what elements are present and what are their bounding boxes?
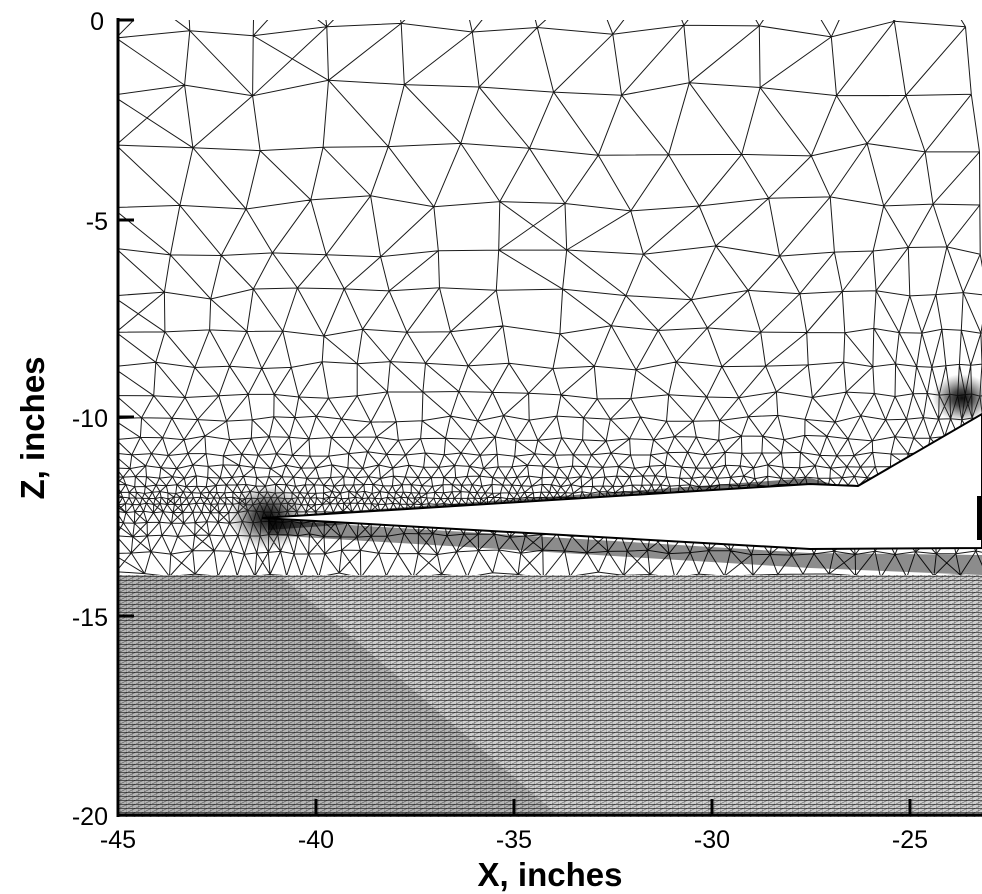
y-tick-0: 0 bbox=[90, 8, 104, 36]
body-edge-mark bbox=[977, 496, 982, 540]
x-axis-title: X, inches bbox=[478, 856, 623, 893]
y-tick-2: -10 bbox=[72, 405, 108, 433]
structured-grid bbox=[118, 575, 982, 817]
x-tick-1: -40 bbox=[298, 826, 334, 854]
x-tick-3: -30 bbox=[694, 826, 730, 854]
x-tick-2: -35 bbox=[496, 826, 532, 854]
y-tick-4: -20 bbox=[72, 803, 108, 831]
x-tick-0: -45 bbox=[100, 826, 136, 854]
y-tick-1: -5 bbox=[86, 208, 108, 236]
y-tick-3: -15 bbox=[72, 604, 108, 632]
corner-refinement bbox=[932, 374, 982, 422]
x-tick-4: -25 bbox=[892, 826, 928, 854]
y-axis-title: Z, inches bbox=[14, 356, 51, 499]
axes bbox=[116, 18, 982, 817]
inlet-body bbox=[261, 412, 982, 551]
